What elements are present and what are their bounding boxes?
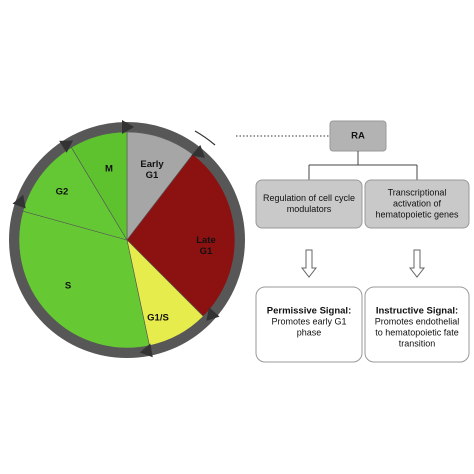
branch-box bbox=[255, 179, 363, 229]
signal-text: Promotes endothelial bbox=[375, 316, 460, 326]
ring-arrowhead bbox=[12, 194, 26, 209]
branch-text: activation of bbox=[393, 198, 442, 208]
tree-connector bbox=[308, 151, 418, 180]
signal-text: Promotes early G1 bbox=[271, 316, 346, 326]
branch-box bbox=[364, 179, 470, 229]
branch-text: Transcriptional bbox=[388, 187, 447, 197]
phase-slice bbox=[126, 153, 236, 317]
signal-box bbox=[364, 286, 470, 363]
ring-arrowhead bbox=[59, 140, 74, 153]
ring-arrowhead bbox=[191, 144, 205, 158]
signal-text: transition bbox=[399, 338, 436, 348]
hollow-arrow bbox=[408, 249, 426, 278]
branch-text: modulators bbox=[287, 204, 332, 214]
ra-label: RA bbox=[351, 131, 365, 142]
ring-arrowhead bbox=[122, 120, 134, 134]
ring-arrowhead bbox=[139, 343, 153, 358]
branch-text: Regulation of cell cycle bbox=[263, 193, 355, 203]
phase-slice bbox=[22, 147, 128, 241]
phase-label: G2 bbox=[56, 187, 69, 198]
phase-label: G1 bbox=[146, 170, 159, 181]
phase-slice bbox=[70, 131, 128, 242]
ring-arrowhead bbox=[206, 307, 220, 321]
progress-arc bbox=[194, 130, 216, 146]
phase-label: S bbox=[65, 281, 71, 292]
signal-title: Instructive Signal: bbox=[376, 306, 458, 317]
signal-title: Permissive Signal: bbox=[267, 306, 351, 317]
phase-slice bbox=[126, 131, 194, 241]
signal-text: to hematopoietic fate bbox=[375, 327, 459, 337]
signal-box bbox=[255, 286, 363, 363]
phase-label: G1/S bbox=[147, 313, 169, 324]
phase-label: G1 bbox=[200, 246, 213, 257]
phase-label: M bbox=[105, 164, 113, 175]
hollow-arrow bbox=[300, 249, 318, 278]
signal-text: phase bbox=[297, 327, 322, 337]
phase-label: Early bbox=[140, 159, 164, 170]
phase-slice bbox=[18, 210, 150, 349]
phase-label: Late bbox=[196, 235, 216, 246]
branch-text: hematopoietic genes bbox=[375, 209, 459, 219]
